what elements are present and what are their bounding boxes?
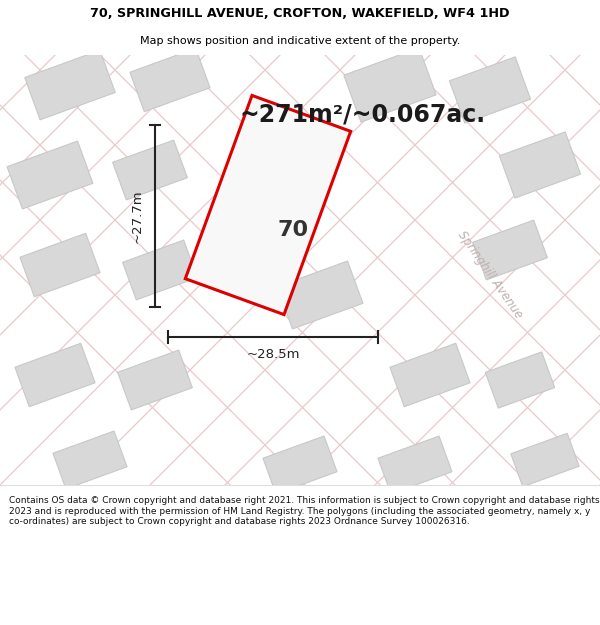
Polygon shape [185, 96, 350, 314]
Text: 70, SPRINGHILL AVENUE, CROFTON, WAKEFIELD, WF4 1HD: 70, SPRINGHILL AVENUE, CROFTON, WAKEFIEL… [90, 8, 510, 20]
Text: 70: 70 [277, 220, 308, 240]
Polygon shape [473, 220, 547, 280]
Polygon shape [25, 50, 115, 120]
Text: Contains OS data © Crown copyright and database right 2021. This information is : Contains OS data © Crown copyright and d… [9, 496, 599, 526]
Polygon shape [130, 48, 210, 112]
Polygon shape [118, 350, 193, 410]
Text: ~27.7m: ~27.7m [131, 189, 143, 242]
Text: ~271m²/~0.067ac.: ~271m²/~0.067ac. [240, 103, 486, 127]
Polygon shape [499, 132, 581, 198]
Polygon shape [485, 352, 554, 408]
Text: ~28.5m: ~28.5m [246, 349, 300, 361]
Polygon shape [15, 343, 95, 407]
Polygon shape [449, 57, 530, 123]
Polygon shape [277, 261, 363, 329]
Polygon shape [511, 433, 579, 487]
Polygon shape [122, 240, 197, 300]
Polygon shape [344, 48, 436, 122]
Polygon shape [113, 140, 187, 200]
Polygon shape [223, 235, 298, 295]
Polygon shape [378, 436, 452, 494]
Polygon shape [7, 141, 93, 209]
Polygon shape [390, 343, 470, 407]
Text: Map shows position and indicative extent of the property.: Map shows position and indicative extent… [140, 36, 460, 46]
Polygon shape [53, 431, 127, 489]
Polygon shape [224, 178, 316, 252]
Polygon shape [20, 233, 100, 297]
Polygon shape [263, 436, 337, 494]
Text: Springhill Avenue: Springhill Avenue [455, 229, 525, 321]
